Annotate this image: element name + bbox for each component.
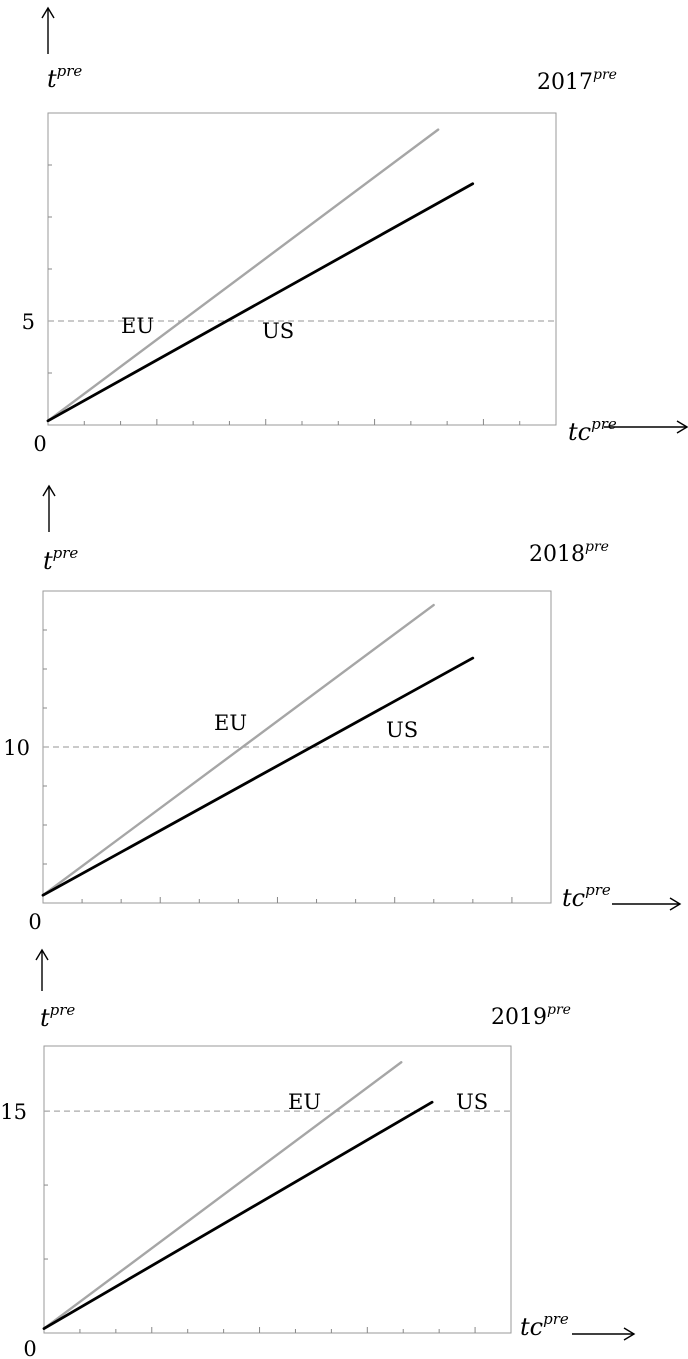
x-axis-arrowhead-icon xyxy=(669,897,682,911)
y-axis-label-superscript: pre xyxy=(50,1001,76,1019)
series-line-eu xyxy=(41,603,435,897)
x-axis-label-superscript: pre xyxy=(585,881,611,899)
series-line-us xyxy=(46,182,475,423)
x-axis-arrowhead-icon xyxy=(623,1327,636,1341)
series-line-us xyxy=(41,656,475,897)
y-axis-label: tpre xyxy=(43,544,78,575)
series-label-eu: EU xyxy=(214,711,247,735)
y-axis-arrowhead-icon xyxy=(41,6,55,19)
series-label-us: US xyxy=(456,1090,488,1114)
y-axis-label-superscript: pre xyxy=(53,544,79,562)
series-label-eu: EU xyxy=(121,314,154,338)
y-tick-label: 10 xyxy=(3,736,30,760)
series-label-eu: EU xyxy=(288,1090,321,1114)
x-axis-label: tcpre xyxy=(568,415,617,446)
plot-frame xyxy=(43,1045,512,1334)
y-axis-label-main: t xyxy=(40,1004,50,1032)
y-tick-label: 5 xyxy=(22,310,35,334)
chart-title: 2017pre xyxy=(537,67,617,95)
y-axis-label: tpre xyxy=(47,62,82,93)
series-line-us xyxy=(42,1100,434,1330)
x-axis-label-main: tc xyxy=(520,1313,543,1341)
y-axis-arrowhead-icon xyxy=(42,484,56,497)
x-axis-label: tcpre xyxy=(520,1310,569,1341)
origin-label: 0 xyxy=(28,910,41,934)
chart-title-main: 2018 xyxy=(529,542,585,567)
x-axis-label-superscript: pre xyxy=(543,1310,569,1328)
y-axis-label-main: t xyxy=(43,547,53,575)
chart-title: 2018pre xyxy=(529,539,609,567)
y-axis-arrowhead-icon xyxy=(35,948,49,961)
chart-title-superscript: pre xyxy=(547,1002,571,1018)
y-axis-label-superscript: pre xyxy=(57,62,83,80)
y-tick-label: 15 xyxy=(0,1100,27,1124)
x-axis-label-superscript: pre xyxy=(591,415,617,433)
series-label-us: US xyxy=(386,718,418,742)
chart-title-main: 2019 xyxy=(491,1005,547,1030)
series-line-eu xyxy=(46,128,440,423)
y-axis-label: tpre xyxy=(40,1001,75,1032)
x-axis-label-main: tc xyxy=(562,884,585,912)
chart-title-main: 2017 xyxy=(537,70,593,95)
series-line-eu xyxy=(42,1061,403,1330)
x-axis-label: tcpre xyxy=(562,881,611,912)
chart-title: 2019pre xyxy=(491,1002,571,1030)
y-axis-label-main: t xyxy=(47,65,57,93)
origin-label: 0 xyxy=(23,1337,36,1359)
origin-label: 0 xyxy=(33,432,46,456)
chart-title-superscript: pre xyxy=(593,67,617,83)
chart-title-superscript: pre xyxy=(585,539,609,555)
x-axis-label-main: tc xyxy=(568,418,591,446)
series-label-us: US xyxy=(262,319,294,343)
x-axis-arrowhead-icon xyxy=(676,420,688,434)
